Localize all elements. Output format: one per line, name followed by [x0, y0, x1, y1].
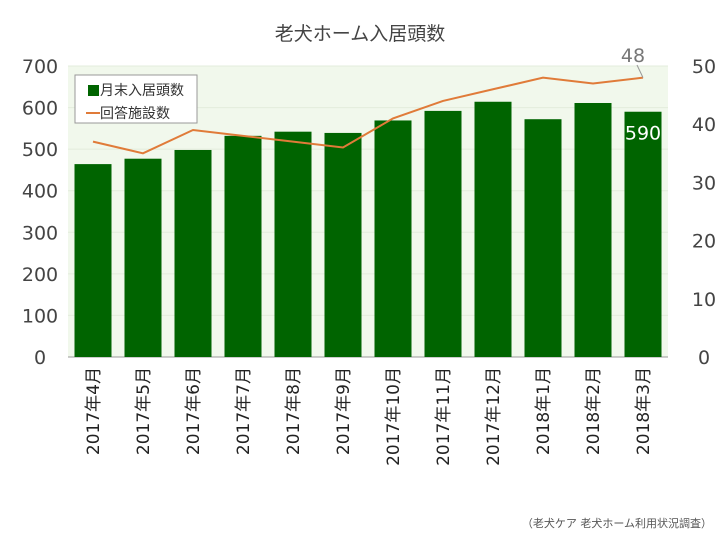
category-label: 2017年11月	[434, 367, 454, 466]
line-data-label: 48	[621, 45, 645, 67]
category-label: 2018年1月	[534, 367, 554, 455]
left-tick-label: 500	[22, 139, 58, 161]
bar	[224, 135, 262, 357]
left-tick-label: 700	[22, 56, 58, 78]
category-label: 2017年4月	[84, 367, 104, 455]
left-tick-label: 0	[34, 347, 46, 369]
legend-bar-label: 月末入居頭数	[100, 83, 184, 99]
leader-line	[636, 64, 644, 78]
category-label: 2017年5月	[134, 367, 154, 455]
bar	[574, 102, 612, 358]
left-tick-label: 300	[22, 222, 58, 244]
bar	[524, 119, 562, 357]
left-tick-label: 600	[22, 98, 58, 120]
category-label: 2018年3月	[634, 367, 654, 455]
category-label: 2017年9月	[334, 367, 354, 455]
left-tick-label: 400	[22, 181, 58, 203]
right-tick-label: 20	[692, 231, 716, 253]
bar-data-label: 590	[625, 123, 661, 145]
category-label: 2018年2月	[584, 367, 604, 455]
bar	[74, 164, 112, 357]
category-label: 2017年8月	[284, 367, 304, 455]
line-series	[92, 76, 644, 155]
bar	[624, 111, 662, 357]
bar	[274, 131, 312, 357]
left-tick-label: 200	[22, 264, 58, 286]
right-tick-label: 0	[698, 347, 710, 369]
source-note: （老犬ケア 老犬ホーム利用状況調査）	[522, 516, 712, 530]
bar	[174, 149, 212, 357]
legend-line-label: 回答施設数	[100, 105, 170, 122]
right-tick-label: 10	[692, 289, 716, 311]
bar	[424, 110, 462, 357]
bar	[324, 132, 362, 357]
left-tick-label: 100	[22, 305, 58, 327]
legend: 月末入居頭数 回答施設数	[74, 74, 198, 124]
right-tick-label: 50	[692, 56, 716, 78]
legend-bar-swatch	[88, 85, 99, 96]
right-tick-label: 40	[692, 114, 716, 136]
category-label: 2017年10月	[384, 367, 404, 466]
category-label: 2017年12月	[484, 367, 504, 466]
category-label: 2017年6月	[184, 367, 204, 455]
chart-title: 老犬ホーム入居頭数	[275, 23, 445, 45]
right-tick-label: 30	[692, 172, 716, 194]
bar	[474, 101, 512, 357]
bar	[124, 158, 162, 357]
category-label: 2017年7月	[234, 367, 254, 455]
bar	[374, 120, 412, 357]
